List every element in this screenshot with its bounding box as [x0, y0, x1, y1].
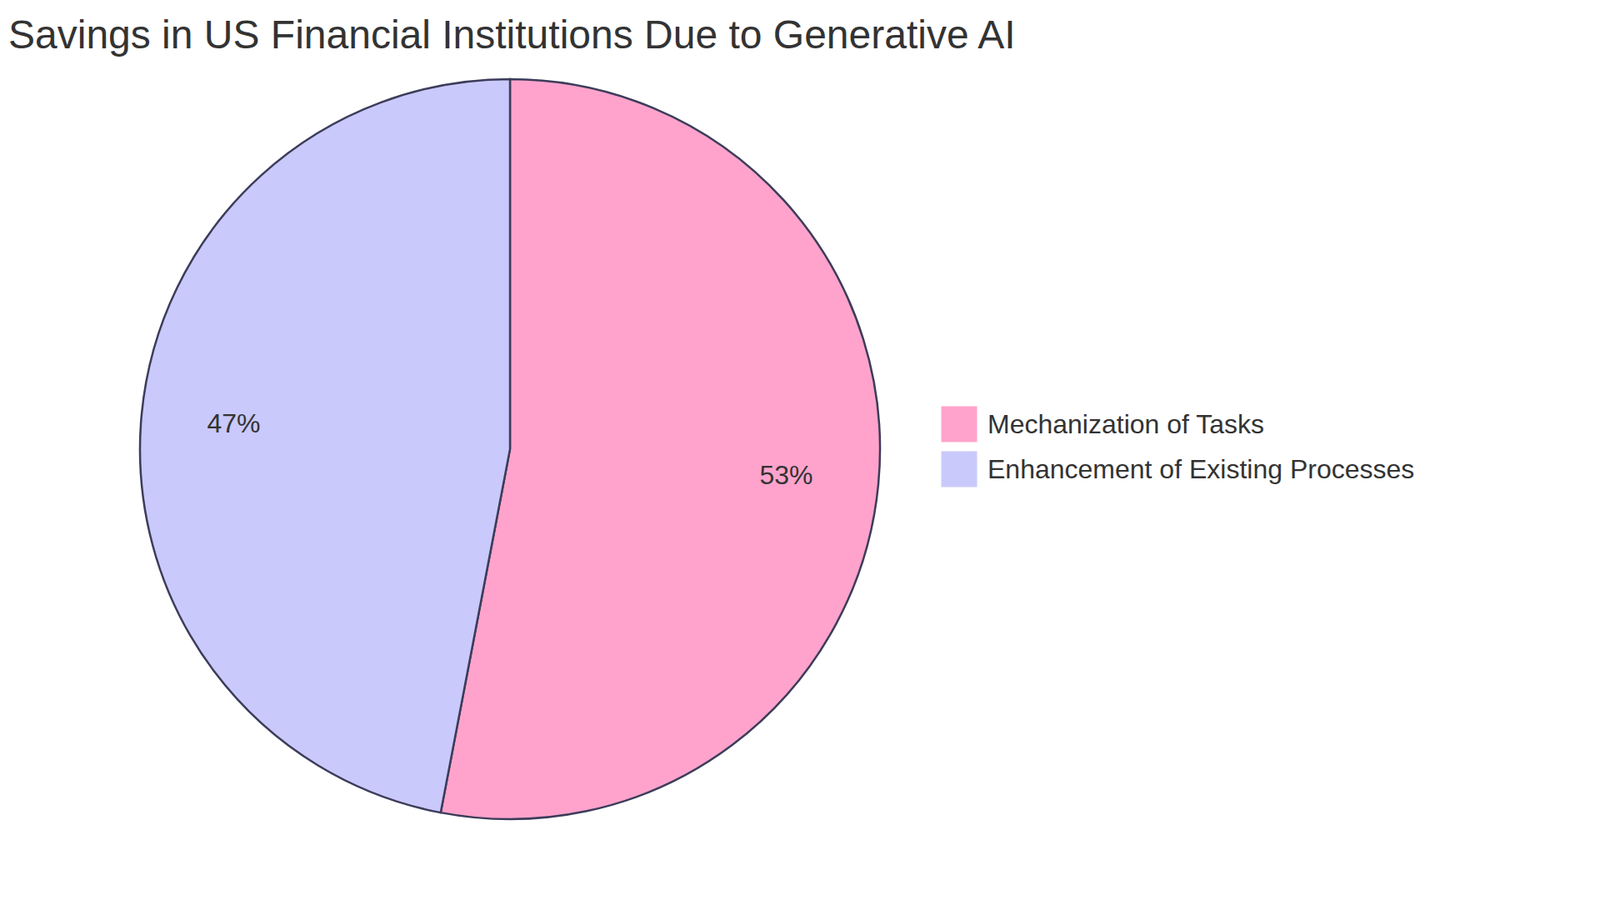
legend-label: Enhancement of Existing Processes [987, 454, 1415, 485]
data-label: 53% [759, 460, 813, 490]
legend-swatch [940, 450, 978, 488]
chart: Savings in US Financial Institutions Due… [0, 0, 1600, 900]
legend: Mechanization of Tasks Enhancement of Exi… [940, 405, 1415, 488]
slice [140, 79, 510, 813]
legend-swatch [940, 405, 978, 443]
data-label: 47% [206, 408, 260, 439]
pie [140, 79, 880, 820]
title: Savings in US Financial Institutions Due… [8, 12, 1016, 57]
legend-label: Mechanization of Tasks [987, 409, 1265, 440]
data-labels: 53% 47% [206, 408, 813, 491]
